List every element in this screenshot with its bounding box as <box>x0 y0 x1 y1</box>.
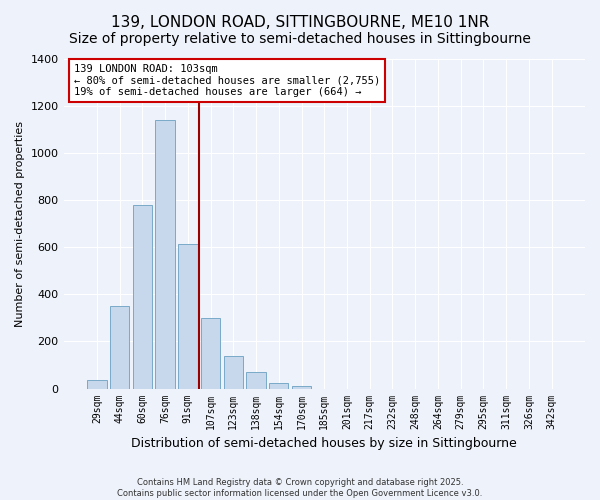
Text: 139 LONDON ROAD: 103sqm
← 80% of semi-detached houses are smaller (2,755)
19% of: 139 LONDON ROAD: 103sqm ← 80% of semi-de… <box>74 64 380 97</box>
Bar <box>247 372 266 388</box>
X-axis label: Distribution of semi-detached houses by size in Sittingbourne: Distribution of semi-detached houses by … <box>131 437 517 450</box>
Bar <box>201 318 220 388</box>
Text: Contains HM Land Registry data © Crown copyright and database right 2025.
Contai: Contains HM Land Registry data © Crown c… <box>118 478 482 498</box>
Bar <box>269 382 289 388</box>
Bar <box>87 380 107 388</box>
Bar <box>292 386 311 388</box>
Bar <box>155 120 175 388</box>
Text: Size of property relative to semi-detached houses in Sittingbourne: Size of property relative to semi-detach… <box>69 32 531 46</box>
Bar <box>110 306 130 388</box>
Y-axis label: Number of semi-detached properties: Number of semi-detached properties <box>15 121 25 327</box>
Bar <box>178 244 197 388</box>
Text: 139, LONDON ROAD, SITTINGBOURNE, ME10 1NR: 139, LONDON ROAD, SITTINGBOURNE, ME10 1N… <box>111 15 489 30</box>
Bar <box>224 356 243 388</box>
Bar <box>133 205 152 388</box>
